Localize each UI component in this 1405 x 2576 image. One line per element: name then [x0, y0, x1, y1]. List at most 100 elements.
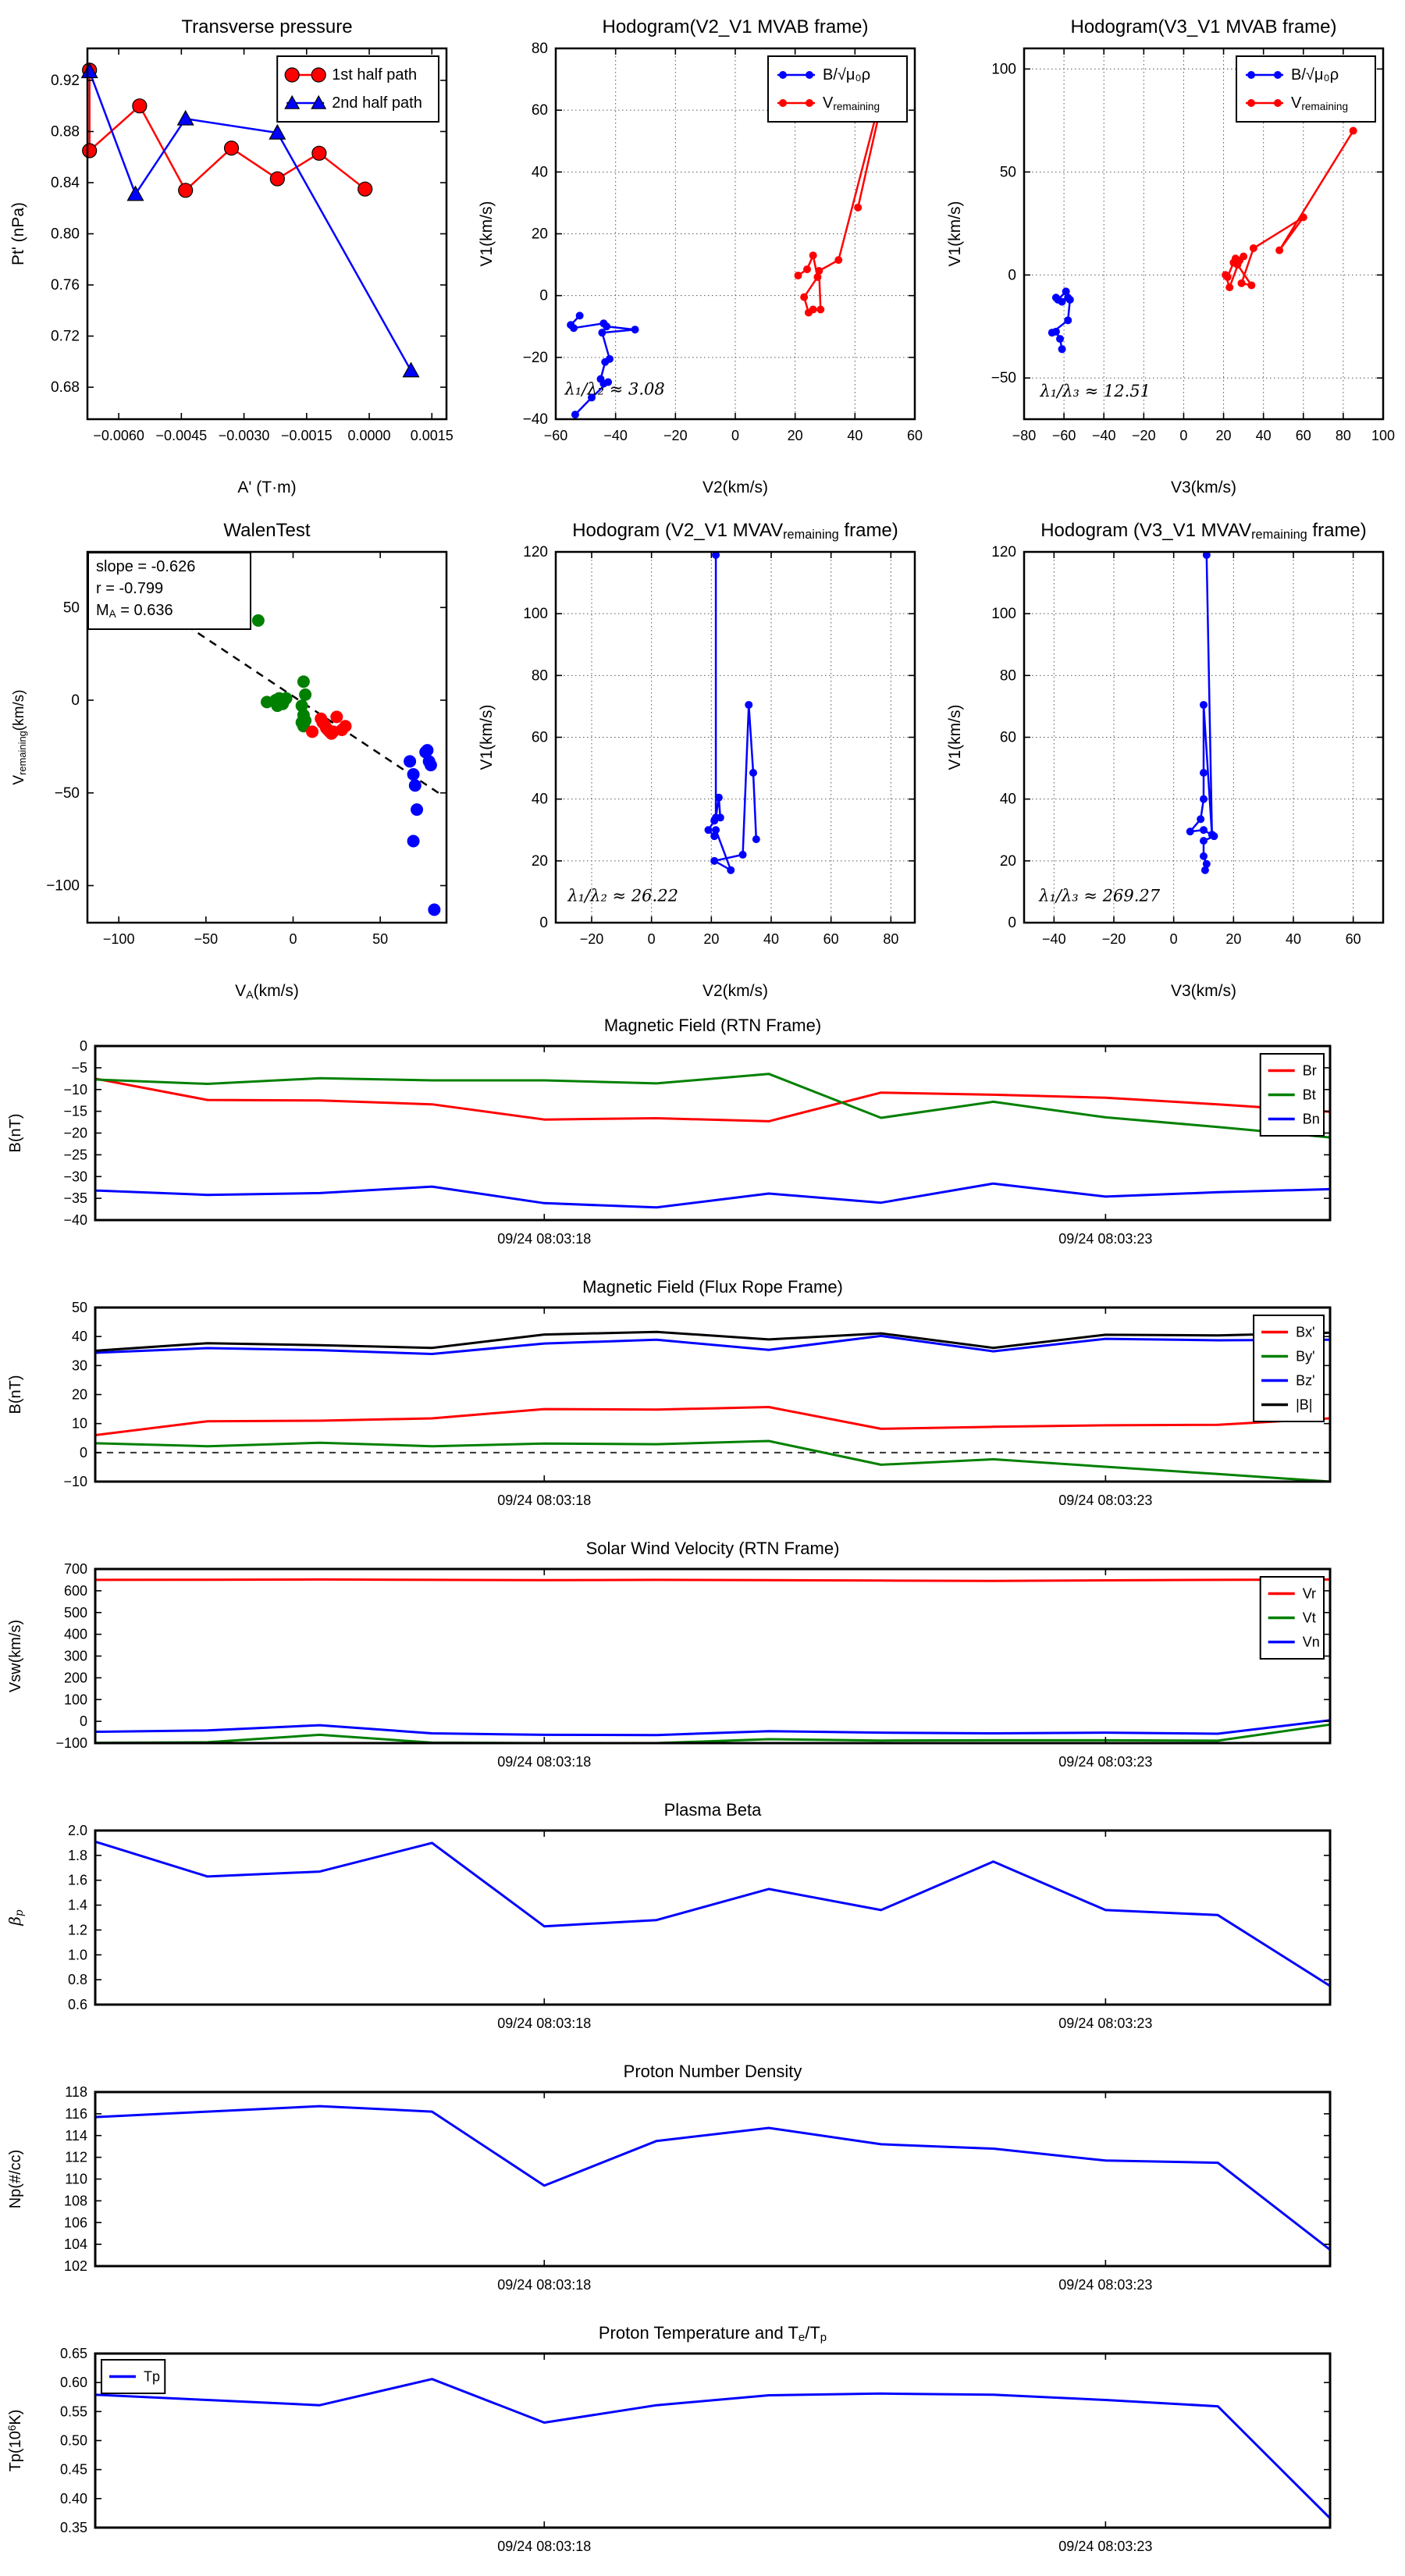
legend-label: |B|	[1296, 1397, 1312, 1413]
data-point-marker	[745, 700, 753, 709]
x-tick-label: 60	[1346, 931, 1361, 947]
legend-label: Tp	[144, 2369, 160, 2385]
legend-label: Bn	[1303, 1112, 1320, 1127]
chart-svg-transverse_pressure: −0.0060 −0.0045 −0.0030 −0.0015 0.0000 0.0015…	[9, 16, 454, 496]
axes-frame	[86, 550, 448, 924]
walen-fit-stats-box	[87, 552, 251, 630]
y-tick-label: 40	[72, 1329, 87, 1344]
data-point-marker	[1200, 700, 1208, 709]
data-point-marker	[1186, 827, 1194, 836]
x-tick-label: 20	[788, 428, 803, 443]
data-point-marker	[712, 550, 720, 559]
y-tick-label: 20	[532, 853, 548, 870]
x-tick-label: −0.0045	[156, 428, 208, 443]
chart-title: Proton Temperature and Te/Tp	[599, 2323, 827, 2344]
y-tick-label: 100	[64, 1692, 87, 1707]
data-point-marker	[1200, 795, 1208, 803]
data-point-marker	[82, 143, 98, 158]
y-tick-label: 0.60	[60, 2375, 87, 2390]
data-point-marker	[407, 834, 420, 848]
x-axis-label: V2(km/s)	[702, 479, 768, 496]
x-tick-label: −80	[1012, 428, 1037, 443]
x-tick-label: 20	[1216, 428, 1232, 443]
y-tick-label: −100	[55, 1735, 87, 1751]
data-point-marker	[1064, 316, 1072, 325]
y-tick-label: 0.40	[60, 2491, 87, 2507]
chart-svg-plasma_beta: 09/24 08:03:18 09/24 08:03:23 0.6 0.8 1.0 1.2…	[5, 1800, 1332, 2031]
data-point-marker	[284, 67, 300, 83]
data-point-marker	[311, 94, 327, 109]
walen-fit-stat-line: MA = 0.636	[96, 602, 173, 620]
y-tick-label: 0.65	[60, 2346, 87, 2361]
data-point-marker	[176, 109, 194, 126]
chart-plasma-beta: 09/24 08:03:18 09/24 08:03:23 0.6 0.8 1.0 1.2…	[0, 1791, 1405, 2053]
chart-title: Magnetic Field (Flux Rope Frame)	[582, 1277, 843, 1297]
y-tick-label: 0.76	[51, 277, 80, 294]
y-tick-label: 20	[532, 226, 548, 243]
y-tick-label: 0.50	[60, 2433, 87, 2449]
y-tick-label: 600	[64, 1583, 87, 1599]
data-point-marker	[428, 903, 441, 916]
data-point-marker	[424, 759, 437, 772]
y-tick-label: 0	[80, 1713, 87, 1729]
y-tick-label: 100	[523, 606, 548, 622]
figure-row-2: −100 −50 0 50 −100 −50 0 50 WalenTest VA(km/s) Vre…	[0, 503, 1405, 1007]
x-tick-label: 09/24 08:03:18	[497, 2016, 591, 2031]
y-tick-label: −50	[55, 785, 80, 802]
data-point-marker	[601, 358, 610, 366]
data-point-marker	[1225, 283, 1234, 292]
y-tick-label: 0.80	[51, 226, 80, 243]
legend-label: Vremaining	[823, 94, 880, 112]
y-tick-label: −40	[523, 411, 548, 428]
data-point-marker	[803, 265, 811, 274]
chart-title: Hodogram(V3_V1 MVAB frame)	[1070, 16, 1336, 37]
data-point-marker	[813, 272, 822, 281]
y-tick-label: 80	[532, 41, 548, 57]
x-tick-label: 40	[763, 931, 779, 947]
x-tick-label: 20	[1225, 931, 1241, 947]
x-tick-label: −0.0015	[281, 428, 333, 443]
y-tick-label: 200	[64, 1670, 87, 1685]
data-point-marker	[1249, 244, 1257, 252]
axes-frame	[94, 1306, 1332, 1483]
x-tick-label: 0	[289, 931, 297, 947]
y-tick-label: −50	[991, 370, 1016, 386]
y-tick-label: 0	[1008, 267, 1016, 283]
y-tick-label: 114	[65, 2128, 87, 2144]
y-tick-label: 0.92	[51, 73, 80, 89]
y-tick-label: 100	[991, 606, 1016, 622]
data-point-marker	[279, 692, 293, 705]
y-tick-label: 0.84	[51, 175, 80, 191]
legend-label: 1st half path	[332, 66, 417, 84]
x-tick-label: 40	[1256, 428, 1272, 443]
data-point-marker	[1062, 287, 1070, 296]
y-tick-label: 50	[72, 1300, 87, 1315]
y-tick-label: 40	[532, 792, 548, 808]
y-tick-label: 0	[71, 692, 80, 709]
data-point-marker	[330, 710, 343, 724]
y-tick-label: 1.6	[68, 1873, 87, 1888]
data-point-marker	[1240, 252, 1248, 261]
data-point-marker	[598, 329, 606, 337]
y-tick-label: 0	[539, 915, 548, 931]
data-point-marker	[404, 755, 417, 768]
y-tick-label: 20	[72, 1387, 87, 1403]
y-tick-label: 400	[64, 1627, 87, 1642]
data-point-marker	[1200, 866, 1209, 874]
y-tick-label: −40	[63, 1212, 87, 1228]
y-axis-label: V1(km/s)	[946, 705, 964, 770]
legend-label: Vn	[1303, 1635, 1320, 1650]
legend-label: By'	[1296, 1349, 1314, 1364]
data-point-marker	[727, 866, 735, 874]
data-point-marker	[269, 123, 286, 140]
data-point-marker	[1222, 271, 1230, 279]
legend-label: B/√μ₀ρ	[1291, 66, 1339, 84]
data-point-marker	[269, 171, 285, 187]
data-point-marker	[749, 769, 757, 777]
x-tick-label: −100	[103, 931, 135, 947]
data-point-marker	[284, 94, 301, 109]
legend-label: Bz'	[1296, 1373, 1314, 1389]
y-tick-label: 50	[63, 600, 80, 616]
data-point-marker	[223, 141, 240, 156]
data-point-marker	[178, 183, 194, 198]
